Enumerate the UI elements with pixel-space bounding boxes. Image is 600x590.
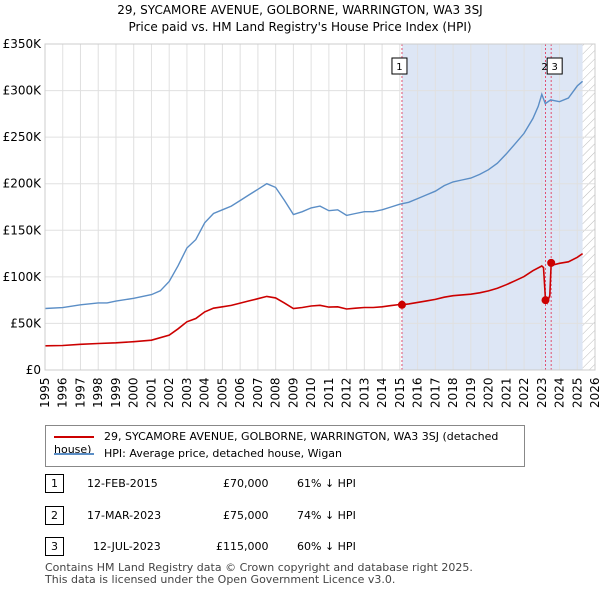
transaction-date: 17-MAR-2023	[87, 509, 162, 522]
transaction-price: £70,000	[223, 477, 269, 490]
x-tick-label: 2010	[304, 377, 318, 408]
transaction-badge-box	[391, 57, 408, 75]
x-tick-label: 2023	[535, 377, 549, 408]
x-tick-label: 2001	[144, 377, 158, 408]
y-tick-label: £200K	[3, 177, 43, 191]
x-tick-label: 2004	[198, 377, 212, 408]
transaction-date: 12-FEB-2015	[87, 477, 158, 490]
transaction-point	[397, 300, 406, 309]
transaction-price: £115,000	[216, 540, 269, 553]
price-paid-line	[44, 252, 584, 347]
transaction-point	[547, 258, 556, 267]
footer-copyright: Contains HM Land Registry data © Crown c…	[45, 561, 473, 574]
x-tick-label: 1999	[109, 377, 123, 408]
x-tick-label: 2018	[446, 377, 460, 408]
transaction-badge: 3	[45, 537, 64, 556]
x-tick-label: 2024	[553, 377, 567, 408]
x-tick-label: 2026	[588, 377, 600, 408]
x-tick-label: 2007	[251, 377, 265, 408]
hpi-line	[44, 80, 584, 310]
x-tick-label: 2000	[127, 377, 141, 408]
y-tick-label: £350K	[3, 37, 43, 51]
y-tick-label: £250K	[3, 130, 43, 144]
y-tick-label: £150K	[3, 223, 43, 237]
transaction-hpi: 60% ↓ HPI	[297, 540, 356, 553]
x-tick-label: 2006	[233, 377, 247, 408]
transaction-badge: 1	[45, 474, 64, 493]
transaction-row-1: 1 12-FEB-2015 £70,000 61% ↓ HPI	[40, 474, 520, 494]
y-tick-label: £100K	[3, 270, 43, 284]
transaction-point	[541, 296, 550, 305]
transaction-row-3: 3 12-JUL-2023 £115,000 60% ↓ HPI	[40, 537, 520, 557]
legend: 29, SYCAMORE AVENUE, GOLBORNE, WARRINGTO…	[45, 425, 525, 467]
x-tick-label: 2011	[322, 377, 336, 408]
x-tick-label: 1998	[91, 377, 105, 408]
x-tick-label: 2015	[393, 377, 407, 408]
transaction-badge: 2	[45, 506, 64, 525]
x-tick-label: 2020	[482, 377, 496, 408]
legend-label-hpi: HPI: Average price, detached house, Wiga…	[104, 447, 343, 460]
transaction-badge-label: 2	[541, 62, 547, 73]
forecast-hatch	[582, 44, 595, 370]
highlight-band	[401, 44, 583, 370]
legend-swatch-hpi	[54, 453, 94, 455]
x-tick-label: 2021	[499, 377, 513, 408]
legend-item-hpi: HPI: Average price, detached house, Wiga…	[54, 447, 342, 463]
x-tick-label: 2022	[517, 377, 531, 408]
transaction-row-2: 2 17-MAR-2023 £75,000 74% ↓ HPI	[40, 506, 520, 526]
x-tick-label: 2008	[269, 377, 283, 408]
price-chart: £0 £50K £100K £150K £200K £250K £300K £350K 1995…	[3, 37, 600, 408]
x-tick-label: 2025	[570, 377, 584, 408]
y-tick-label: £0	[26, 363, 41, 377]
transaction-hpi: 61% ↓ HPI	[297, 477, 356, 490]
x-tick-label: 2002	[162, 377, 176, 408]
x-tick-label: 2019	[464, 377, 478, 408]
transaction-badge-label: 1	[396, 62, 402, 73]
x-tick-label: 2013	[357, 377, 371, 408]
x-tick-label: 1997	[73, 377, 87, 408]
x-tick-label: 1996	[56, 377, 70, 408]
transaction-badge-box	[546, 57, 563, 75]
x-tick-label: 2003	[180, 377, 194, 408]
plot-frame	[44, 43, 596, 371]
chart-subtitle: Price paid vs. HM Land Registry's House …	[128, 20, 472, 34]
x-tick-label: 2016	[411, 377, 425, 408]
x-tick-label: 2009	[286, 377, 300, 408]
x-tick-label: 2014	[375, 377, 389, 408]
y-tick-label: £50K	[10, 316, 42, 330]
x-tick-label: 2005	[215, 377, 229, 408]
x-tick-label: 2012	[340, 377, 354, 408]
transaction-badge-label: 3	[551, 62, 557, 73]
transaction-hpi: 74% ↓ HPI	[297, 509, 356, 522]
x-tick-label: 2017	[428, 377, 442, 408]
legend-item-price-paid: 29, SYCAMORE AVENUE, GOLBORNE, WARRINGTO…	[54, 430, 524, 456]
transaction-date: 12-JUL-2023	[93, 540, 161, 553]
transaction-price: £75,000	[223, 509, 269, 522]
legend-swatch-price-paid	[54, 436, 94, 438]
legend-label-price-paid: 29, SYCAMORE AVENUE, GOLBORNE, WARRINGTO…	[54, 430, 499, 456]
chart-title: 29, SYCAMORE AVENUE, GOLBORNE, WARRINGTO…	[117, 3, 483, 17]
y-tick-label: £300K	[3, 84, 43, 98]
x-tick-label: 1995	[38, 377, 52, 408]
footer-licence: This data is licensed under the Open Gov…	[45, 573, 396, 586]
